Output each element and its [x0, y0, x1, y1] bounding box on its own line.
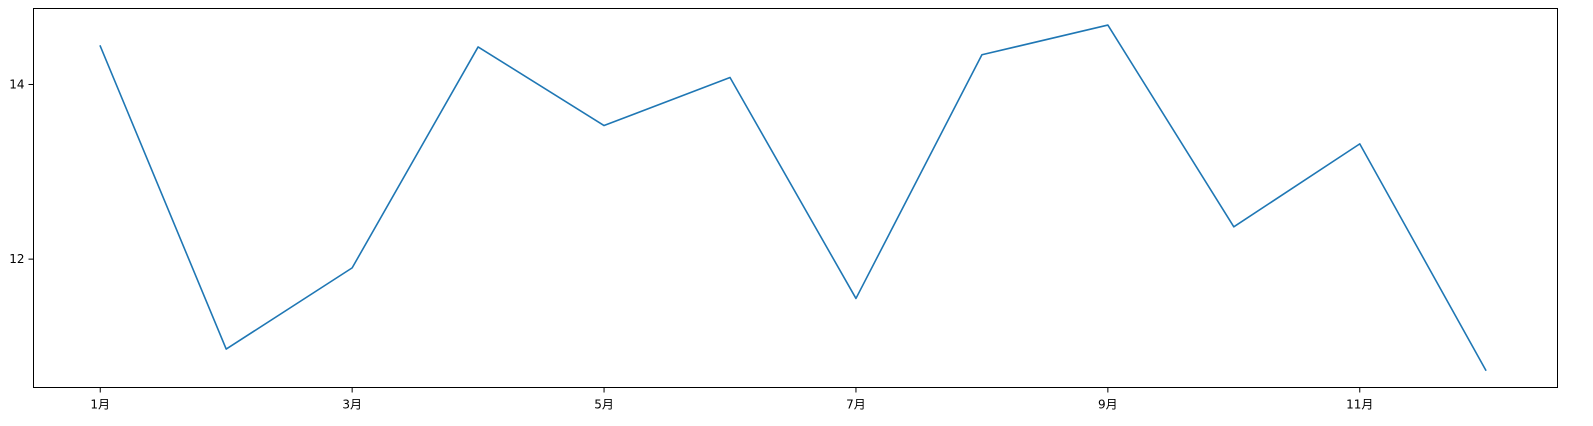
plot-frame [33, 8, 1558, 388]
x-axis: 1月 3月 5月 7月 9月 11月 [90, 387, 1373, 412]
y-axis: 12 14 [9, 77, 34, 266]
x-tick-label: 7月 [846, 398, 866, 412]
series-line [99, 24, 1487, 372]
series-layer [99, 24, 1487, 372]
x-tick-label: 5月 [594, 398, 614, 412]
y-tick-label: 14 [9, 77, 24, 91]
x-tick-label: 9月 [1098, 398, 1118, 412]
y-tick-label: 12 [9, 252, 24, 266]
x-tick-label: 3月 [342, 398, 362, 412]
x-tick-label: 11月 [1346, 398, 1373, 412]
x-tick-label: 1月 [90, 398, 110, 412]
